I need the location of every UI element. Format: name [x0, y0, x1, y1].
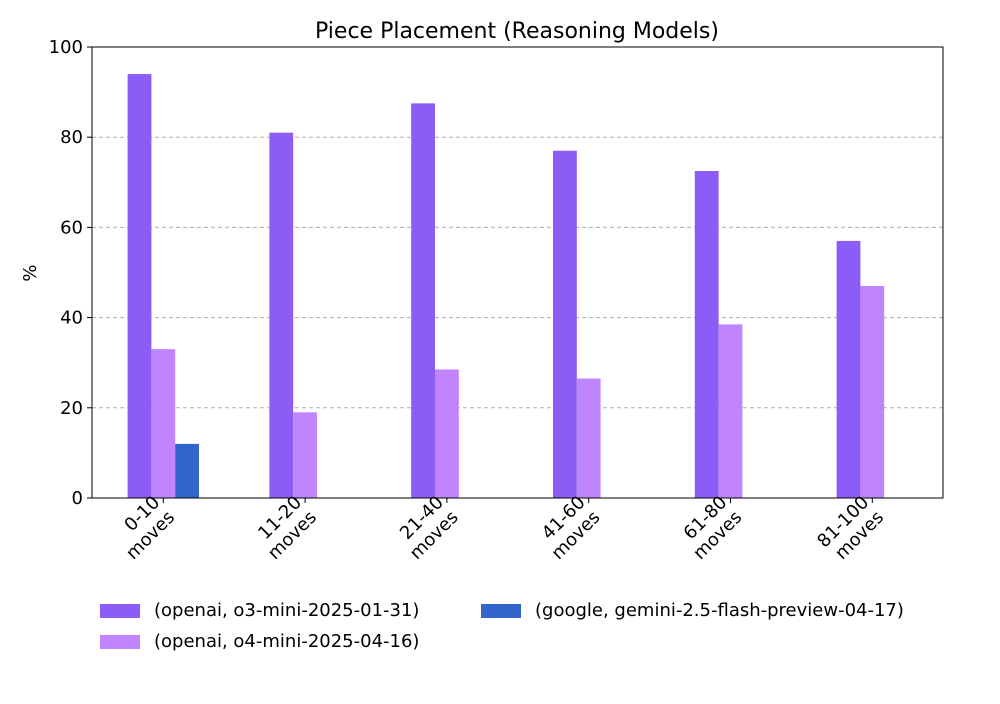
legend-label: (openai, o4-mini-2025-04-16)	[154, 631, 420, 652]
legend-label: (google, gemini-2.5-flash-preview-04-17)	[535, 600, 904, 621]
bar	[293, 412, 317, 498]
y-tick-label: 0	[72, 488, 83, 509]
y-tick-label: 80	[60, 127, 83, 148]
bars	[127, 74, 885, 499]
y-tick-label: 100	[49, 37, 83, 58]
legend-swatch	[100, 634, 140, 649]
legend-item-gemini: (google, gemini-2.5-flash-preview-04-17)	[481, 600, 904, 621]
legend-item-o4-mini: (openai, o4-mini-2025-04-16)	[100, 631, 419, 652]
bar	[694, 171, 719, 498]
bar	[127, 74, 152, 498]
bar	[718, 324, 743, 498]
y-tick-label: 40	[60, 308, 83, 329]
bar	[175, 443, 199, 498]
gridlines	[92, 136, 943, 409]
bar	[151, 349, 176, 498]
bar	[836, 240, 861, 498]
bar	[411, 103, 435, 498]
y-tick-label: 60	[60, 217, 83, 238]
bar	[435, 369, 459, 498]
legend-label: (openai, o3-mini-2025-01-31)	[154, 600, 420, 621]
y-axis-ticks: 0 20 40 60 80 100	[49, 37, 92, 509]
y-tick-label: 20	[60, 398, 83, 419]
bar	[269, 132, 294, 498]
legend-swatch	[481, 603, 521, 618]
legend-item-o3-mini: (openai, o3-mini-2025-01-31)	[100, 600, 419, 621]
bar	[860, 286, 885, 498]
legend-swatch	[100, 603, 140, 618]
y-axis-label: %	[20, 264, 41, 281]
bar	[553, 150, 577, 499]
plot-area	[91, 46, 944, 499]
chart-title: Piece Placement (Reasoning Models)	[315, 19, 719, 44]
bar	[576, 378, 601, 498]
